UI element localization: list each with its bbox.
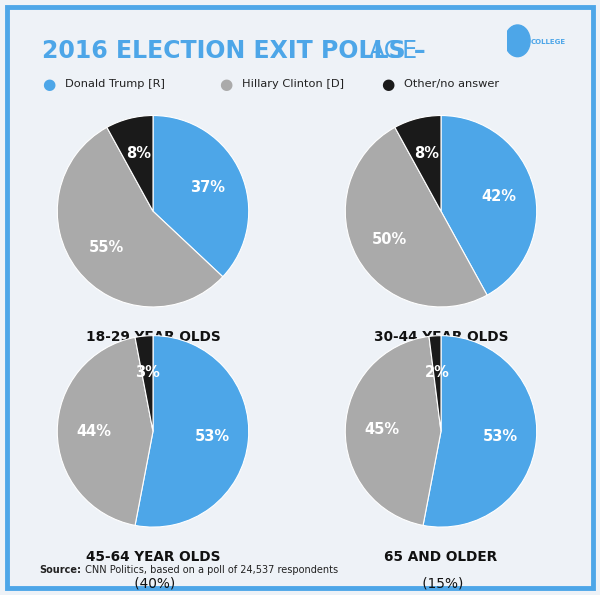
- Text: 45%: 45%: [364, 422, 399, 437]
- Wedge shape: [135, 336, 249, 527]
- Text: 65 AND OLDER: 65 AND OLDER: [385, 550, 497, 564]
- Text: (25%): (25%): [418, 356, 464, 371]
- Text: 42%: 42%: [481, 189, 516, 204]
- Wedge shape: [423, 336, 537, 527]
- Text: 30-44 YEAR OLDS: 30-44 YEAR OLDS: [374, 330, 508, 344]
- Text: Hillary Clinton [D]: Hillary Clinton [D]: [242, 80, 344, 89]
- Text: 2%: 2%: [425, 365, 450, 380]
- Text: Source:: Source:: [39, 565, 81, 575]
- Text: 53%: 53%: [482, 430, 518, 444]
- Wedge shape: [107, 115, 153, 211]
- Wedge shape: [57, 127, 223, 307]
- Text: Donald Trump [R]: Donald Trump [R]: [65, 80, 164, 89]
- Wedge shape: [57, 337, 153, 525]
- Text: 44%: 44%: [76, 424, 111, 439]
- Text: 50%: 50%: [371, 232, 407, 248]
- Text: 55%: 55%: [88, 240, 124, 255]
- Text: CNN Politics, based on a poll of 24,537 respondents: CNN Politics, based on a poll of 24,537 …: [82, 565, 338, 575]
- Text: 45-64 YEAR OLDS: 45-64 YEAR OLDS: [86, 550, 220, 564]
- Wedge shape: [395, 115, 441, 211]
- Wedge shape: [135, 336, 153, 431]
- Text: ●: ●: [381, 77, 394, 92]
- Circle shape: [505, 25, 530, 57]
- Text: COLLEGE: COLLEGE: [531, 39, 566, 45]
- Text: ●: ●: [219, 77, 232, 92]
- Wedge shape: [153, 115, 249, 277]
- Wedge shape: [345, 127, 487, 307]
- Text: 2016 ELECTION EXIT POLLS –: 2016 ELECTION EXIT POLLS –: [42, 39, 434, 62]
- Text: Other/no answer: Other/no answer: [404, 80, 499, 89]
- Text: AGE: AGE: [369, 39, 418, 62]
- Wedge shape: [345, 336, 441, 525]
- Text: ●: ●: [42, 77, 55, 92]
- Text: 3%: 3%: [135, 365, 160, 380]
- Text: 8%: 8%: [126, 146, 151, 161]
- Text: 37%: 37%: [190, 180, 225, 195]
- Text: 18-29 YEAR OLDS: 18-29 YEAR OLDS: [86, 330, 220, 344]
- Text: 8%: 8%: [414, 146, 439, 161]
- Wedge shape: [441, 115, 537, 295]
- Wedge shape: [429, 336, 441, 431]
- Text: (40%): (40%): [130, 577, 176, 591]
- Text: (19%): (19%): [130, 356, 176, 371]
- Text: (15%): (15%): [418, 577, 464, 591]
- Text: 53%: 53%: [194, 430, 230, 444]
